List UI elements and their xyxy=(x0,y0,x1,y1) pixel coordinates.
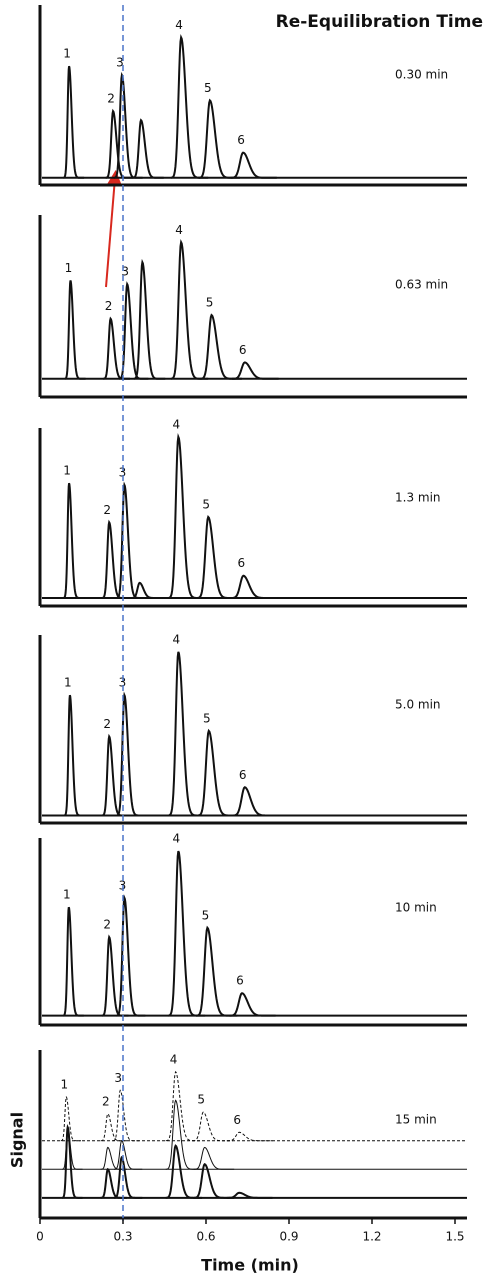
peak xyxy=(116,894,146,1017)
peak-label: 2 xyxy=(103,918,111,932)
peak xyxy=(113,1155,143,1199)
peak-label: 1 xyxy=(63,888,71,902)
peak xyxy=(197,514,239,599)
peak xyxy=(192,1111,233,1142)
peak-label: 6 xyxy=(237,133,245,147)
peak-label: 6 xyxy=(238,556,246,570)
peak xyxy=(113,1140,143,1170)
y-axis-title: Signal xyxy=(8,1112,27,1168)
peak xyxy=(197,728,239,817)
peak-label: 5 xyxy=(202,498,210,512)
annotation-arrow xyxy=(105,170,123,288)
peak-label: 6 xyxy=(236,974,244,988)
peak xyxy=(132,118,164,179)
peak-label: 3 xyxy=(119,676,127,690)
panel-label: 0.30 min xyxy=(395,68,448,82)
peak-label: 2 xyxy=(105,299,113,313)
x-tick-label: 0.9 xyxy=(279,1230,298,1244)
peak xyxy=(116,691,146,817)
peak xyxy=(168,850,206,1017)
peak xyxy=(116,481,146,599)
peak-label: 2 xyxy=(103,503,111,517)
peak-label: 5 xyxy=(204,81,212,95)
peak xyxy=(62,1124,83,1199)
peak xyxy=(226,1191,273,1199)
peak xyxy=(131,581,163,599)
peak-label: 3 xyxy=(121,265,129,279)
peak xyxy=(168,432,206,599)
x-tick-label: 0.6 xyxy=(196,1230,215,1244)
peak-label: 4 xyxy=(173,417,181,431)
peak xyxy=(165,1099,203,1170)
peak xyxy=(100,1167,127,1199)
peak xyxy=(232,786,279,817)
peak xyxy=(100,1113,127,1142)
peak xyxy=(114,71,143,179)
peak-label: 3 xyxy=(119,465,127,479)
peak xyxy=(60,1095,82,1142)
peak-label: 4 xyxy=(173,832,181,846)
peak-label: 2 xyxy=(103,717,111,731)
peak-label: 1 xyxy=(63,464,71,478)
peak-label: 3 xyxy=(114,1071,122,1085)
peak xyxy=(64,694,85,817)
peak-label: 2 xyxy=(102,1094,110,1108)
peak xyxy=(112,1089,141,1142)
peak-label: 1 xyxy=(63,47,71,61)
peak-label: 4 xyxy=(173,632,181,646)
peak-label: 2 xyxy=(107,92,115,106)
peak xyxy=(196,925,238,1017)
panel-label: 15 min xyxy=(395,1113,437,1127)
peak xyxy=(198,98,241,179)
peak-label: 5 xyxy=(203,711,211,725)
peak xyxy=(170,238,209,380)
peak-label: 5 xyxy=(206,296,214,310)
peak xyxy=(63,482,85,599)
peak xyxy=(119,281,149,380)
panel-label: 0.63 min xyxy=(395,278,448,292)
peak-label: 4 xyxy=(175,223,183,237)
peak xyxy=(133,258,166,380)
panel-label: 1.3 min xyxy=(395,491,441,505)
peak xyxy=(170,33,209,179)
peak-label: 1 xyxy=(60,1078,68,1092)
peak-label: 3 xyxy=(116,56,124,70)
x-tick-label: 1.2 xyxy=(362,1230,381,1244)
x-tick-label: 1.5 xyxy=(445,1230,464,1244)
peak-label: 1 xyxy=(64,676,72,690)
peak-label: 4 xyxy=(170,1052,178,1066)
panel-label: 10 min xyxy=(395,901,437,915)
peak xyxy=(230,151,277,179)
peak-label: 6 xyxy=(239,768,247,782)
peak xyxy=(226,1131,273,1142)
peak-label: 4 xyxy=(175,18,183,32)
peak-label: 6 xyxy=(239,343,247,357)
panel-label: 5.0 min xyxy=(395,698,441,712)
peak xyxy=(168,651,206,817)
peak-label: 5 xyxy=(202,908,210,922)
peak-label: 1 xyxy=(65,261,73,275)
peak xyxy=(101,934,129,1017)
peak-label: 6 xyxy=(233,1113,241,1127)
peak xyxy=(63,65,85,179)
x-axis-title: Time (min) xyxy=(201,1256,299,1275)
peak xyxy=(193,1146,235,1170)
peak xyxy=(101,733,129,817)
peak xyxy=(230,574,278,599)
peak xyxy=(101,519,129,599)
peak xyxy=(105,108,133,179)
peak xyxy=(200,313,242,380)
peak xyxy=(103,316,131,380)
peak xyxy=(64,280,86,380)
peak-label: 5 xyxy=(197,1093,205,1107)
peak xyxy=(63,906,84,1017)
chart-title: Re-Equilibration Time xyxy=(276,12,483,32)
x-tick-label: 0.3 xyxy=(113,1230,132,1244)
x-tick-label: 0 xyxy=(36,1230,44,1244)
peak xyxy=(232,361,279,380)
peak xyxy=(229,992,276,1017)
